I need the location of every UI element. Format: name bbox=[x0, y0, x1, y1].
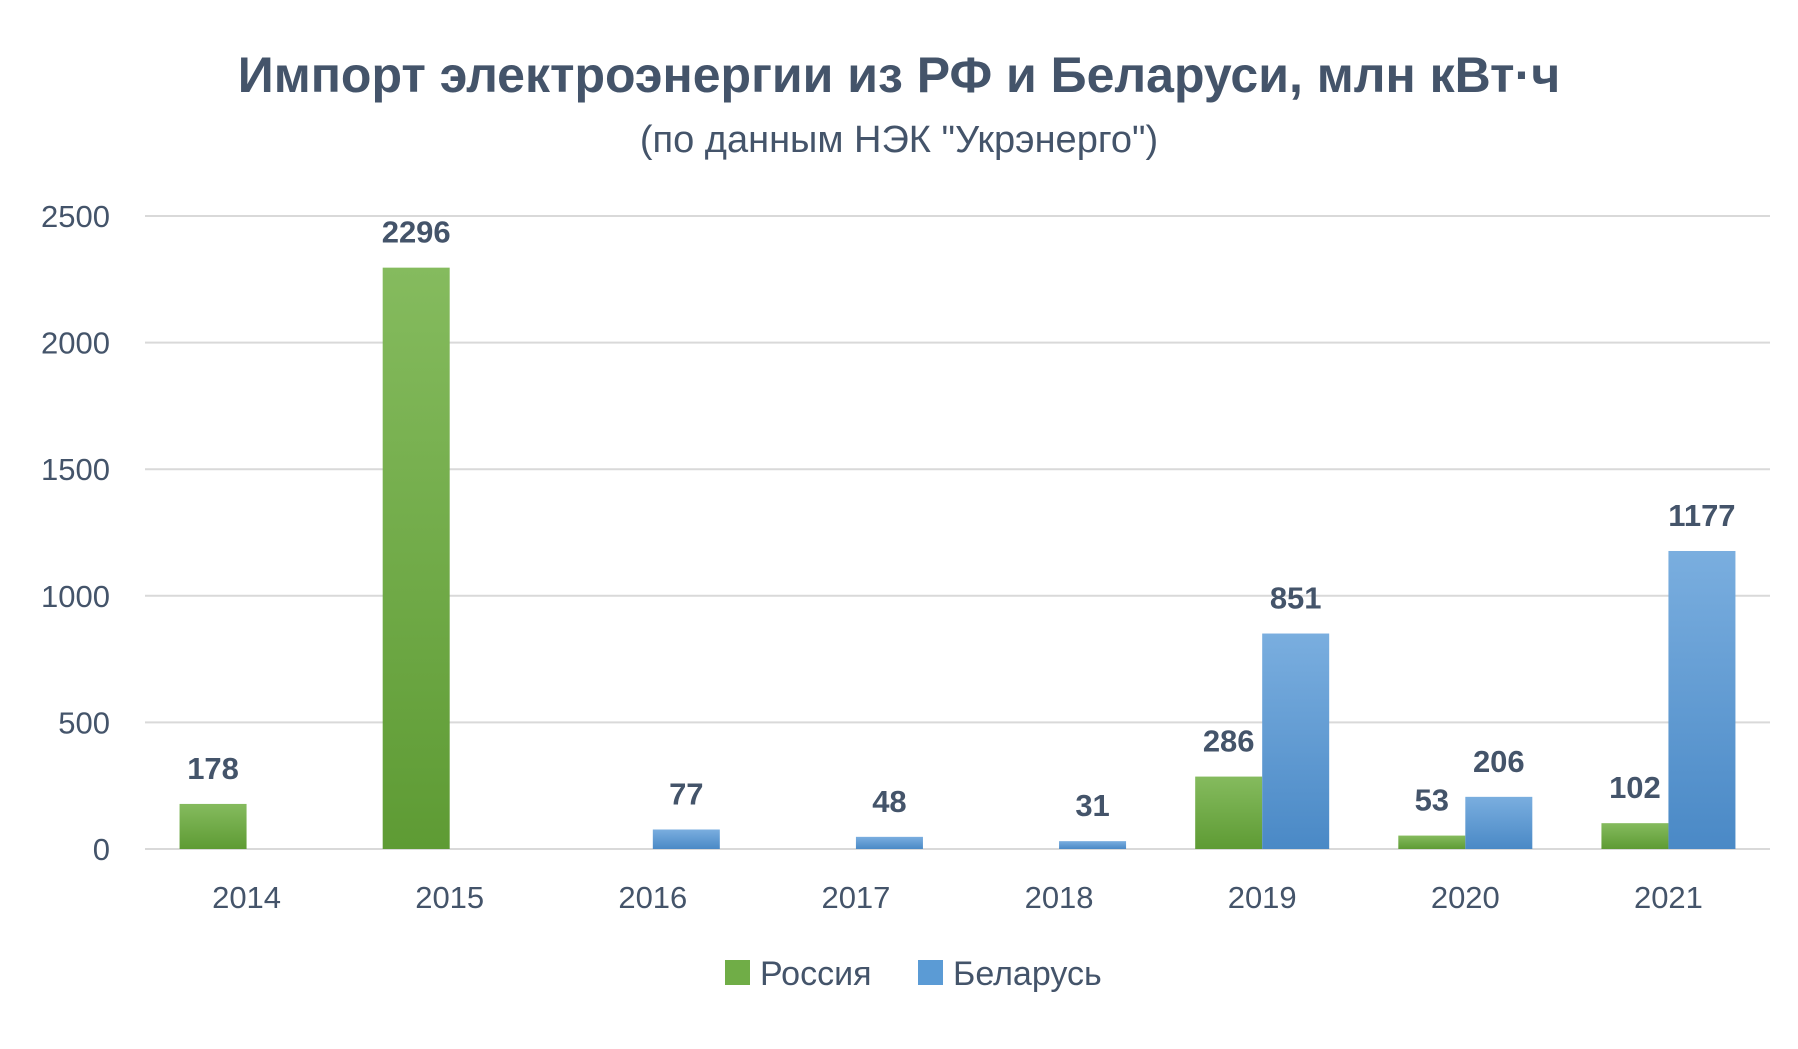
x-tick-label: 2019 bbox=[1228, 880, 1297, 915]
data-label: 286 bbox=[1203, 724, 1255, 759]
y-tick-label: 1500 bbox=[41, 452, 110, 487]
x-tick-label: 2014 bbox=[212, 880, 281, 915]
data-label: 2296 bbox=[382, 215, 451, 250]
bar-russia-2019 bbox=[1195, 776, 1263, 849]
bars bbox=[179, 267, 1736, 849]
y-tick-label: 2500 bbox=[41, 199, 110, 234]
bar-belarus-2018 bbox=[1059, 841, 1127, 849]
bar-belarus-2019 bbox=[1262, 633, 1330, 849]
x-tick-label: 2017 bbox=[821, 880, 890, 915]
legend-label-russia: Россия bbox=[760, 955, 872, 993]
bar-russia-2014 bbox=[179, 803, 247, 849]
legend-swatch-russia bbox=[725, 960, 750, 985]
y-axis-ticks: 0 500 1000 1500 2000 2500 bbox=[41, 199, 110, 867]
y-tick-label: 1000 bbox=[41, 579, 110, 614]
chart-subtitle: (по данным НЭК "Укрэнерго") bbox=[640, 119, 1158, 161]
data-label: 1177 bbox=[1668, 498, 1735, 533]
bar-belarus-2016 bbox=[652, 829, 720, 849]
x-axis-ticks: 2014 2015 2016 2017 2018 2019 2020 2021 bbox=[212, 880, 1703, 915]
data-label: 851 bbox=[1270, 581, 1322, 616]
legend: Россия Беларусь bbox=[725, 955, 1102, 993]
legend-swatch-belarus bbox=[918, 960, 943, 985]
x-tick-label: 2015 bbox=[415, 880, 484, 915]
data-label: 102 bbox=[1609, 770, 1661, 805]
legend-label-belarus: Беларусь bbox=[953, 955, 1102, 993]
bar-belarus-2020 bbox=[1465, 796, 1533, 849]
bar-belarus-2017 bbox=[855, 836, 923, 849]
x-tick-label: 2018 bbox=[1025, 880, 1094, 915]
y-tick-label: 500 bbox=[58, 705, 110, 740]
data-label: 206 bbox=[1473, 744, 1525, 779]
bar-russia-2020 bbox=[1398, 835, 1466, 849]
data-labels: 178 2296 77 48 31 286 851 53 206 102 1177 bbox=[187, 215, 1735, 823]
data-label: 53 bbox=[1415, 783, 1449, 818]
bar-belarus-2021 bbox=[1668, 550, 1736, 849]
bar-russia-2015 bbox=[382, 267, 450, 849]
chart-title: Импорт электроэнергии из РФ и Беларуси, … bbox=[238, 47, 1560, 103]
data-label: 48 bbox=[872, 784, 906, 819]
data-label: 31 bbox=[1075, 788, 1109, 823]
x-tick-label: 2016 bbox=[618, 880, 687, 915]
y-tick-label: 2000 bbox=[41, 326, 110, 361]
data-label: 178 bbox=[187, 751, 239, 786]
x-tick-label: 2021 bbox=[1634, 880, 1703, 915]
bar-russia-2021 bbox=[1601, 823, 1669, 849]
x-tick-label: 2020 bbox=[1431, 880, 1500, 915]
data-label: 77 bbox=[669, 777, 703, 812]
y-tick-label: 0 bbox=[93, 832, 110, 867]
